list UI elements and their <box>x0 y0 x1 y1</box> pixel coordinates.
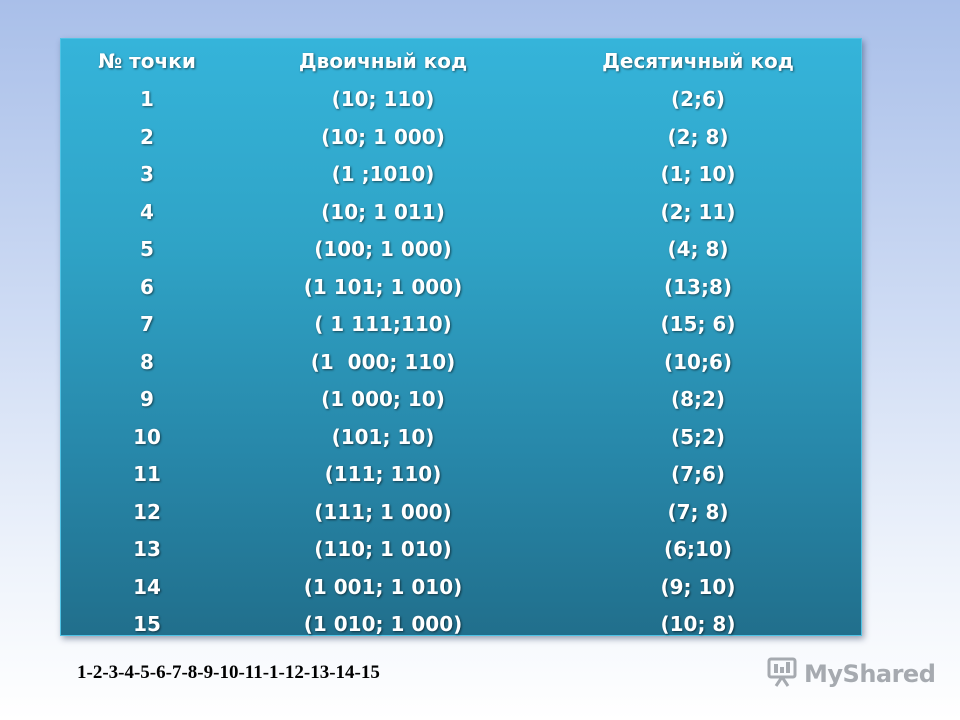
decimal-code: (4; 8) <box>667 237 729 261</box>
binary-code: (100; 1 000) <box>314 237 452 261</box>
table-row: 11 (111; 110) (7;6) <box>61 456 863 494</box>
decimal-code: (8;2) <box>670 387 726 411</box>
table-row: 10 (101; 10) (5;2) <box>61 419 863 457</box>
point-number: 1 <box>140 87 154 111</box>
table-row: 3 (1 ;1010) (1; 10) <box>61 156 863 194</box>
point-number: 3 <box>140 162 154 186</box>
table-row: 12 (111; 1 000) (7; 8) <box>61 494 863 532</box>
presentation-screen-icon <box>766 656 798 692</box>
binary-code: (1 001; 1 010) <box>303 574 463 599</box>
myshared-logo[interactable]: MyShared <box>766 656 936 692</box>
decimal-code: (15; 6) <box>660 312 736 336</box>
decimal-code: (6;10) <box>663 537 733 561</box>
binary-code: (1 000; 10) <box>321 387 445 411</box>
point-sequence: 1-2-3-4-5-6-7-8-9-10-11-1-12-13-14-15 <box>77 662 380 683</box>
binary-code: (1 000; 110) <box>310 349 456 374</box>
binary-code: (1 101; 1 000) <box>303 274 463 299</box>
decimal-code: (5;2) <box>670 424 726 449</box>
point-number: 8 <box>140 349 154 374</box>
binary-code: (10; 1 011) <box>321 199 445 224</box>
decimal-code: (2; 8) <box>667 124 729 149</box>
binary-code: (1 010; 1 000) <box>303 612 463 636</box>
decimal-code: (2;6) <box>670 87 726 111</box>
decimal-code: (1; 10) <box>660 162 736 186</box>
table-row: 7 ( 1 111;110) (15; 6) <box>61 306 863 344</box>
binary-code: (1 ;1010) <box>331 162 435 186</box>
table-row: 15 (1 010; 1 000) (10; 8) <box>61 606 863 644</box>
decimal-code: (2; 11) <box>660 199 736 224</box>
table-row: 8 (1 000; 110) (10;6) <box>61 344 863 382</box>
point-number: 13 <box>133 537 161 561</box>
binary-code: (110; 1 010) <box>314 537 452 561</box>
point-number: 15 <box>133 612 161 636</box>
point-number: 5 <box>140 237 154 261</box>
decimal-code: (9; 10) <box>660 574 736 599</box>
header-decimal-code: Десятичный код <box>602 49 794 73</box>
table-header-row: № точки Двоичный код Десятичный код <box>61 39 863 81</box>
decimal-code: (13;8) <box>663 274 733 299</box>
point-number: 2 <box>140 124 154 149</box>
table-row: 13 (110; 1 010) (6;10) <box>61 531 863 569</box>
decimal-code: (7;6) <box>670 462 726 486</box>
binary-code: (101; 10) <box>331 424 435 449</box>
point-number: 14 <box>133 574 161 599</box>
point-number: 9 <box>140 387 154 411</box>
point-number: 10 <box>133 424 161 449</box>
point-number: 7 <box>140 312 154 336</box>
decimal-code: (7; 8) <box>667 499 729 524</box>
decimal-code: (10; 8) <box>660 612 736 636</box>
binary-code: ( 1 111;110) <box>314 312 452 336</box>
point-number: 4 <box>140 199 154 224</box>
point-number: 12 <box>133 499 161 524</box>
table-row: 6 (1 101; 1 000) (13;8) <box>61 269 863 307</box>
binary-code: (111; 110) <box>324 462 442 486</box>
point-number: 6 <box>140 274 154 299</box>
binary-code: (10; 1 000) <box>321 124 445 149</box>
point-number: 11 <box>133 462 161 486</box>
points-table-panel: № точки Двоичный код Десятичный код 1 (1… <box>60 38 862 636</box>
points-table: № точки Двоичный код Десятичный код 1 (1… <box>61 39 863 644</box>
table-row: 14 (1 001; 1 010) (9; 10) <box>61 569 863 607</box>
table-row: 1 (10; 110) (2;6) <box>61 81 863 119</box>
table-row: 5 (100; 1 000) (4; 8) <box>61 231 863 269</box>
table-row: 9 (1 000; 10) (8;2) <box>61 381 863 419</box>
logo-text: MyShared <box>804 660 936 688</box>
table-row: 2 (10; 1 000) (2; 8) <box>61 119 863 157</box>
header-binary-code: Двоичный код <box>298 49 468 73</box>
binary-code: (10; 110) <box>331 87 435 111</box>
table-row: 4 (10; 1 011) (2; 11) <box>61 194 863 232</box>
header-point-number: № точки <box>98 49 196 73</box>
decimal-code: (10;6) <box>663 349 733 374</box>
binary-code: (111; 1 000) <box>314 499 452 524</box>
